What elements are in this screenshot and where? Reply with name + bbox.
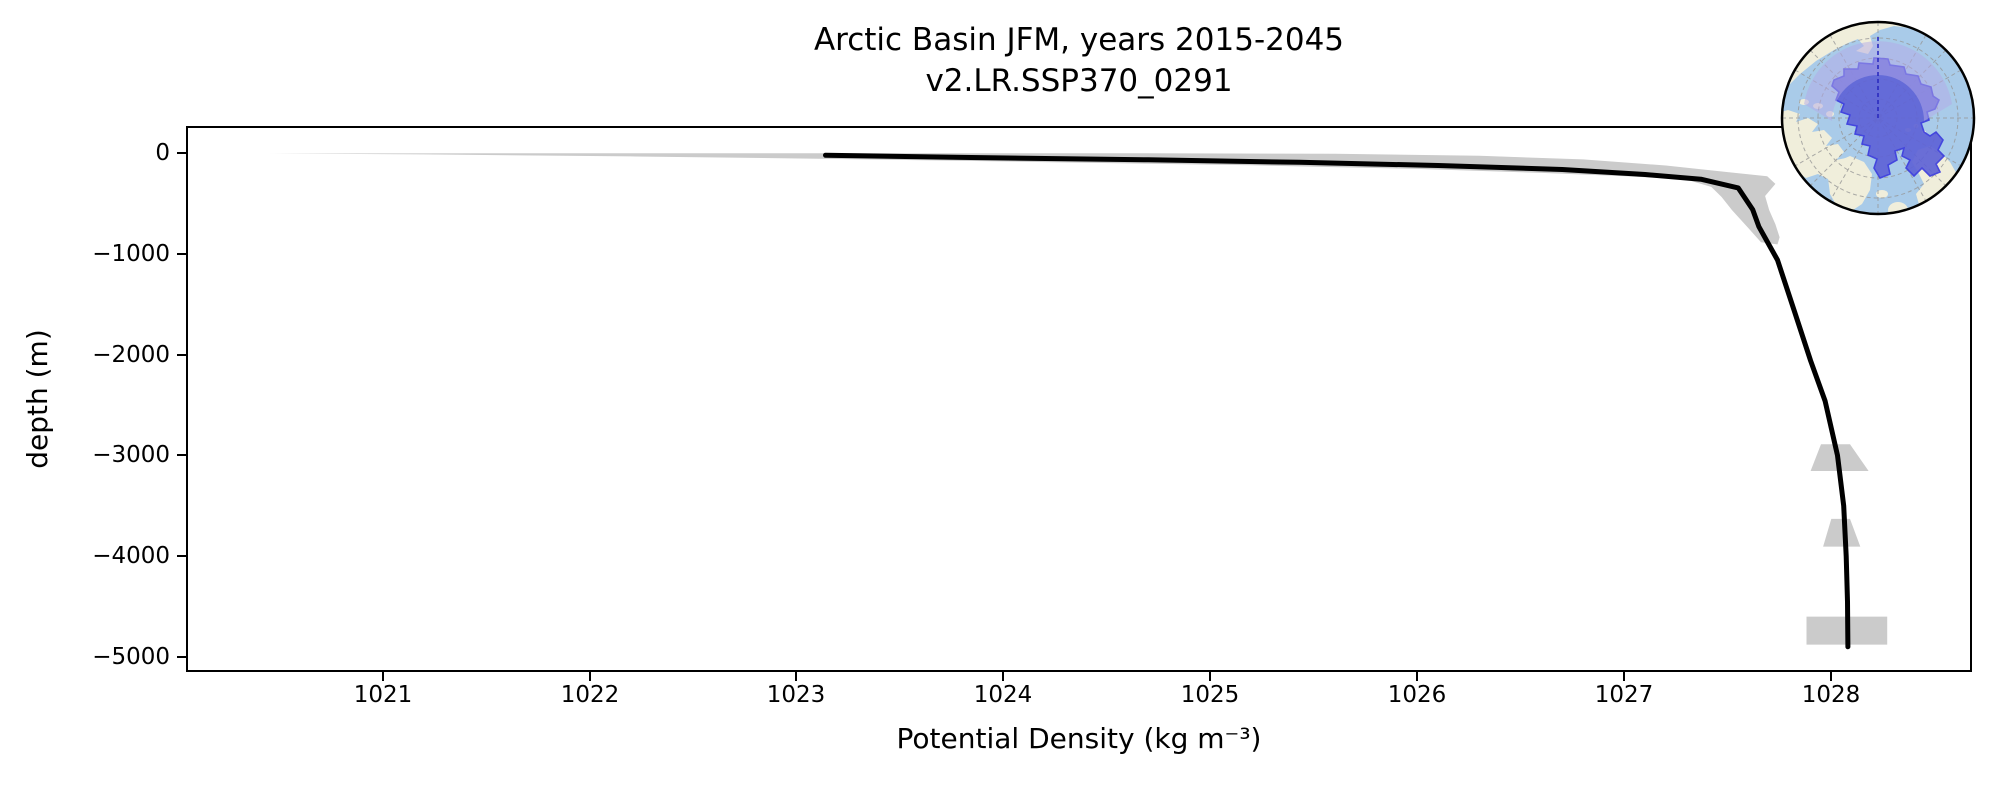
- y-tick-mark: [177, 253, 186, 255]
- x-tick-label: 1023: [766, 682, 826, 708]
- profile-chart: [268, 152, 1888, 650]
- x-tick-mark: [1623, 672, 1625, 681]
- map-land-greenland: [1828, 156, 1872, 212]
- y-tick-mark: [177, 656, 186, 658]
- x-tick-label: 1027: [1594, 682, 1654, 708]
- y-tick-mark: [177, 152, 186, 154]
- y-tick-mark: [177, 354, 186, 356]
- x-tick-label: 1024: [973, 682, 1033, 708]
- plot-area: [186, 126, 1972, 672]
- mean-profile-line: [823, 152, 1851, 650]
- x-tick-mark: [795, 672, 797, 681]
- y-tick-mark: [177, 555, 186, 557]
- x-tick-mark: [382, 672, 384, 681]
- chart-title: Arctic Basin JFM, years 2015-2045: [813, 22, 1345, 58]
- x-tick-label: 1021: [353, 682, 413, 708]
- y-tick-mark: [177, 454, 186, 456]
- x-tick-mark: [1002, 672, 1004, 681]
- x-tick-mark: [1416, 672, 1418, 681]
- map-frame: [1780, 20, 1976, 216]
- x-tick-label: 1025: [1180, 682, 1240, 708]
- x-tick-label: 1022: [560, 682, 620, 708]
- chart-subtitle: v2.LR.SSP370_0291: [925, 63, 1233, 99]
- spread-envelope-area: [268, 153, 1888, 645]
- y-tick-label: −3000: [92, 442, 170, 468]
- y-tick-label: −2000: [92, 342, 170, 368]
- x-tick-mark: [1209, 672, 1211, 681]
- arctic-map-inset: [1780, 20, 1976, 216]
- x-axis-label: Potential Density (kg m⁻³): [896, 722, 1262, 755]
- x-tick-mark: [1830, 672, 1832, 681]
- y-tick-label: −5000: [92, 644, 170, 670]
- title-block: Arctic Basin JFM, years 2015-2045 v2.LR.…: [186, 20, 1972, 102]
- x-tick-label: 1026: [1387, 682, 1447, 708]
- y-tick-label: −1000: [92, 241, 170, 267]
- y-axis-label: depth (m): [21, 329, 54, 469]
- map-land-iceland: [1876, 190, 1888, 198]
- x-tick-label: 1028: [1801, 682, 1861, 708]
- x-tick-mark: [589, 672, 591, 681]
- map-land-europe: [1888, 202, 1908, 214]
- map-sector-overlay: [1804, 41, 1952, 121]
- y-tick-label: 0: [155, 140, 170, 166]
- y-tick-label: −4000: [92, 543, 170, 569]
